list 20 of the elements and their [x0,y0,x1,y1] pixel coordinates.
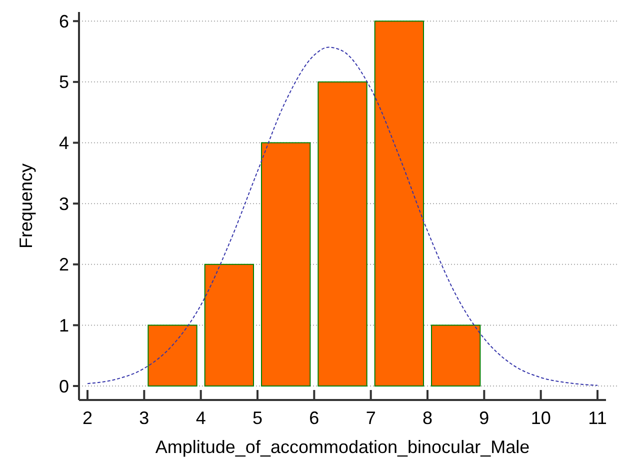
x-tick-label: 2 [82,408,93,428]
x-tick-label: 5 [252,408,263,428]
x-tick-label: 11 [588,408,607,428]
y-tick-label: 5 [58,72,69,92]
y-tick-label: 1 [58,315,69,336]
y-tick-label: 6 [58,11,69,32]
x-tick-label: 6 [309,408,320,428]
x-axis-title: Amplitude_of_accommodation_binocular_Male [155,437,530,457]
x-tick-label: 4 [196,408,206,428]
x-tick-label: 7 [366,408,376,428]
x-tick-label: 10 [530,408,551,428]
line-series [87,46,598,386]
y-tick-label: 0 [58,376,69,396]
x-tick-label: 9 [479,408,490,428]
y-tick-label: 3 [58,194,69,214]
y-axis-title: Frequency [16,163,36,249]
y-tick-label: 2 [58,254,69,275]
y-tick-label: 4 [58,133,69,154]
x-tick-label: 3 [139,408,150,428]
x-tick-label: 8 [422,408,433,428]
